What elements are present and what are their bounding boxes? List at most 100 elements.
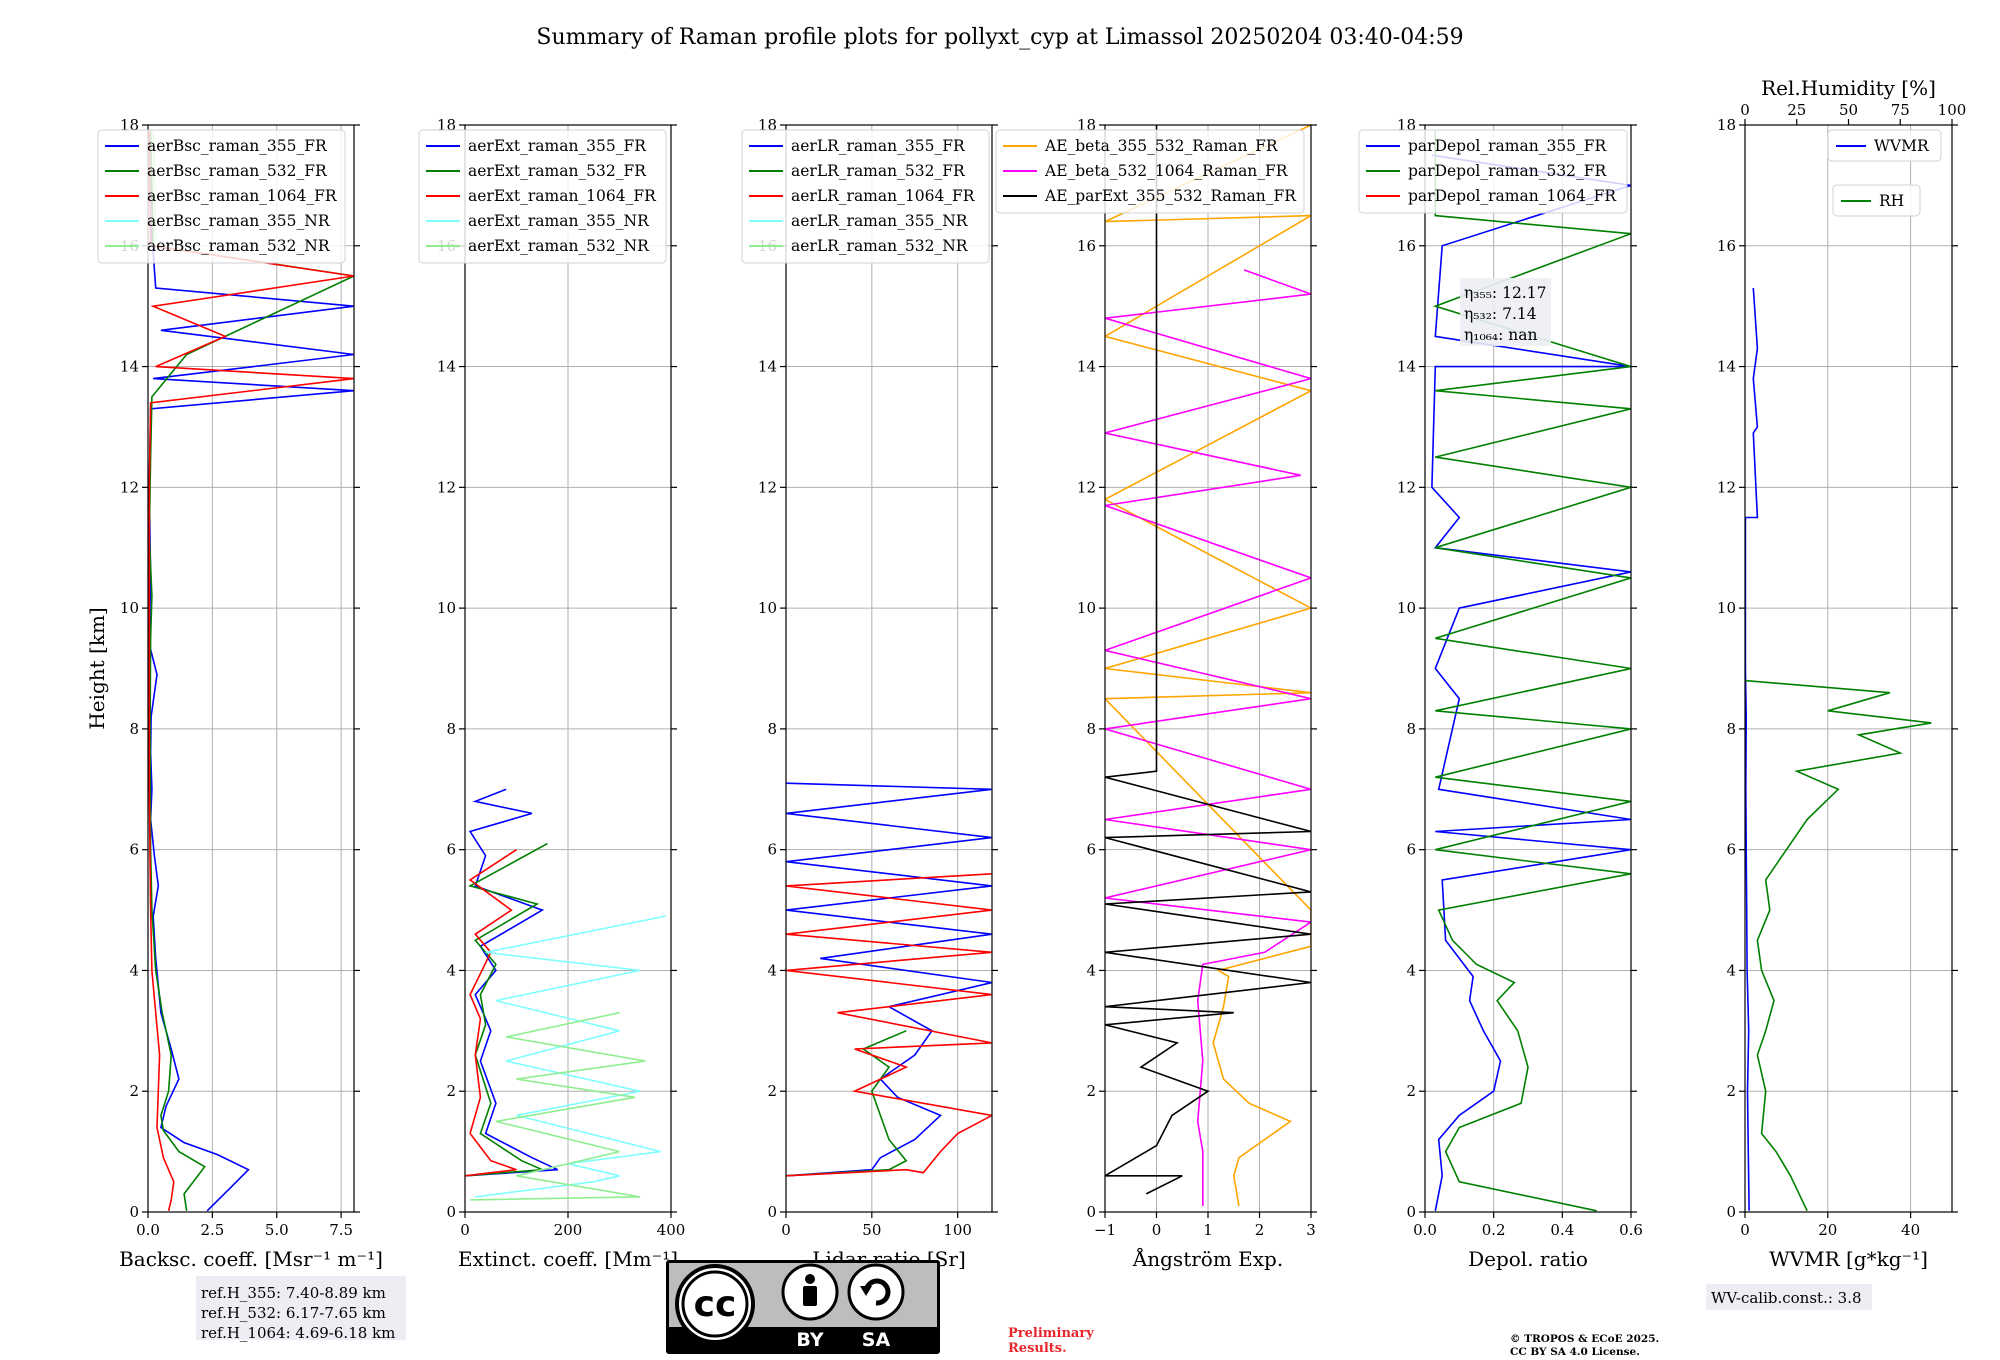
preliminary-line1: Preliminary bbox=[1008, 1326, 1094, 1341]
y-tick-label: 4 bbox=[129, 961, 139, 979]
y-tick-label: 4 bbox=[767, 961, 777, 979]
legend-entry: parDepol_raman_532_FR bbox=[1408, 162, 1608, 180]
series-line-aerext-raman-355-nr bbox=[475, 915, 667, 1198]
sa-arrow bbox=[863, 1278, 891, 1306]
legend-entry: aerExt_raman_355_FR bbox=[468, 137, 647, 155]
y-tick-label: 0 bbox=[767, 1203, 777, 1221]
x-axis-label: Ångström Exp. bbox=[1132, 1246, 1283, 1271]
legend-label: WVMR bbox=[1874, 137, 1930, 155]
x-tick-label: 0 bbox=[781, 1221, 791, 1239]
sa-share-icon bbox=[847, 1263, 905, 1321]
eta-box bbox=[1460, 278, 1551, 346]
series-line-aerext-raman-355-fr bbox=[465, 788, 559, 1177]
y-tick-label: 8 bbox=[1726, 720, 1736, 738]
eta-line: η₁₀₆₄: nan bbox=[1464, 326, 1538, 344]
series-line-rh bbox=[1745, 679, 1932, 1212]
ref-height-1064: ref.H_1064: 4.69-6.18 km bbox=[201, 1324, 395, 1342]
y-tick-label: 0 bbox=[1086, 1203, 1096, 1221]
x-tick-label: 0 bbox=[1152, 1221, 1162, 1239]
series-line-aerlr-raman-1064-fr bbox=[786, 873, 992, 1177]
top-tick-label: 100 bbox=[1938, 101, 1967, 119]
y-tick-label: 2 bbox=[446, 1082, 456, 1100]
x-tick-label: 200 bbox=[554, 1221, 583, 1239]
cc-inner-circle bbox=[681, 1270, 749, 1338]
series-line-aerbsc-raman-532-fr bbox=[148, 130, 354, 1211]
legend-entry: aerExt_raman_355_NR bbox=[468, 212, 650, 230]
y-tick-label: 14 bbox=[1077, 358, 1096, 376]
legend-entry: aerBsc_raman_355_NR bbox=[147, 212, 331, 230]
series-line-ae-parext-355-532-raman-fr bbox=[1105, 125, 1311, 1195]
series-line-pardepol-raman-532-fr bbox=[1432, 131, 1631, 1212]
y-tick-label: 16 bbox=[1077, 237, 1096, 255]
legend-entry: aerLR_raman_355_NR bbox=[791, 212, 969, 230]
x-tick-label: 0.0 bbox=[136, 1221, 160, 1239]
y-tick-label: 6 bbox=[129, 841, 139, 859]
x-tick-label: 1 bbox=[1203, 1221, 1213, 1239]
series-group bbox=[1105, 125, 1311, 1207]
legend: aerBsc_raman_355_FR aerBsc_raman_532_FRae… bbox=[97, 129, 346, 264]
legend-entry: AE_beta_355_532_Raman_FR bbox=[1044, 137, 1279, 155]
x-tick-label: 0.0 bbox=[1413, 1221, 1437, 1239]
sa-arrowhead bbox=[860, 1286, 872, 1296]
y-tick-label: 4 bbox=[1726, 961, 1736, 979]
wv-calib-box: WV-calib.const.: 3.8 bbox=[1706, 1284, 1872, 1310]
legend-entry: AE_parExt_355_532_Raman_FR bbox=[1044, 187, 1297, 205]
top-tick-label: 0 bbox=[1740, 101, 1750, 119]
y-tick-label: 8 bbox=[446, 720, 456, 738]
legend-wvmr: WVMR bbox=[1827, 129, 1942, 162]
copyright-line2: CC BY SA 4.0 License. bbox=[1510, 1346, 1640, 1358]
ref-height-532: ref.H_532: 6.17-7.65 km bbox=[201, 1304, 386, 1322]
x-tick-label: 400 bbox=[657, 1221, 686, 1239]
series-line-ae-beta-355-532-raman-fr bbox=[1105, 125, 1311, 1207]
x-tick-label: 0.6 bbox=[1619, 1221, 1643, 1239]
axes-frame bbox=[147, 124, 355, 1213]
y-tick-label: 0 bbox=[446, 1203, 456, 1221]
y-tick-label: 8 bbox=[767, 720, 777, 738]
x-tick-label: 0.2 bbox=[1482, 1221, 1506, 1239]
legend-entry: aerLR_raman_1064_FR bbox=[791, 187, 976, 205]
eta-line: η₃₅₅: 12.17 bbox=[1464, 284, 1546, 302]
y-tick-label: 4 bbox=[446, 961, 456, 979]
x-tick-label: 0 bbox=[1740, 1221, 1750, 1239]
y-tick-label: 8 bbox=[1406, 720, 1416, 738]
y-tick-label: 18 bbox=[1717, 116, 1736, 134]
top-tick-label: 25 bbox=[1787, 101, 1806, 119]
series-line-aerext-raman-1064-fr bbox=[465, 849, 517, 1177]
legend-box bbox=[1832, 184, 1921, 217]
y-tick-label: 16 bbox=[1717, 237, 1736, 255]
series-line-pardepol-raman-355-fr bbox=[1431, 154, 1631, 1211]
series-line-ae-beta-532-1064-raman-fr bbox=[1105, 269, 1311, 1206]
x-tick-label: 0 bbox=[460, 1221, 470, 1239]
ref-height-355: ref.H_355: 7.40-8.89 km bbox=[201, 1284, 386, 1302]
y-tick-label: 2 bbox=[1726, 1082, 1736, 1100]
legend-box bbox=[1827, 129, 1942, 162]
by-person-body bbox=[803, 1286, 817, 1306]
legend-label: RH bbox=[1879, 192, 1904, 210]
y-tick-label: 0 bbox=[129, 1203, 139, 1221]
x-tick-label: 20 bbox=[1818, 1221, 1837, 1239]
top-tick-label: 50 bbox=[1839, 101, 1858, 119]
x-tick-label: 3 bbox=[1306, 1221, 1316, 1239]
x-tick-label: 40 bbox=[1901, 1221, 1920, 1239]
preliminary-line2: Results. bbox=[1008, 1341, 1067, 1356]
y-tick-label: 12 bbox=[1077, 478, 1096, 496]
y-tick-label: 0 bbox=[1406, 1203, 1416, 1221]
y-tick-label: 12 bbox=[1717, 478, 1736, 496]
y-tick-label: 14 bbox=[1397, 358, 1416, 376]
y-tick-label: 10 bbox=[120, 599, 139, 617]
series-line-aerbsc-raman-1064-fr bbox=[148, 130, 354, 1211]
top-axis-label: Rel.Humidity [%] bbox=[1761, 76, 1936, 100]
top-tick-label: 75 bbox=[1891, 101, 1910, 119]
y-tick-label: 14 bbox=[437, 358, 456, 376]
series-group bbox=[1745, 287, 1932, 1212]
y-tick-label: 14 bbox=[120, 358, 139, 376]
figure-title: Summary of Raman profile plots for polly… bbox=[536, 25, 1463, 50]
sa-label: SA bbox=[862, 1329, 891, 1351]
y-tick-label: 2 bbox=[1406, 1082, 1416, 1100]
legend-box bbox=[1358, 129, 1628, 214]
by-person-head bbox=[805, 1274, 815, 1284]
